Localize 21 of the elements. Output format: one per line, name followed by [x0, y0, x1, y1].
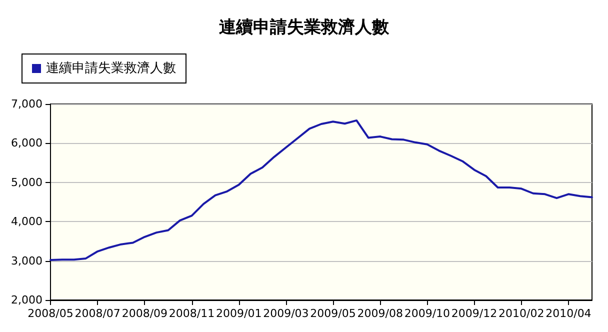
x-tick-label: 2009/01: [216, 307, 262, 320]
y-tick-label: 5,000: [10, 176, 42, 189]
x-tick-label: 2008/11: [168, 307, 215, 320]
x-tick-label: 2009/12: [451, 307, 498, 320]
x-tick-label: 2009/05: [310, 307, 356, 320]
x-tick-label: 2009/08: [357, 307, 403, 320]
y-tick-label: 7,000: [10, 98, 42, 110]
y-tick-label: 3,000: [10, 254, 42, 268]
x-tick-label: 2009/03: [263, 307, 309, 320]
chart-title: 連續申請失業救濟人數: [219, 18, 390, 38]
x-tick-label: 2008/09: [122, 307, 168, 320]
y-tick-label: 2,000: [10, 294, 42, 306]
x-tick-label: 2008/05: [28, 307, 74, 320]
legend-label: 連續申請失業救濟人數: [46, 61, 176, 76]
x-tick-label: 2010/04: [546, 307, 592, 320]
line-series: [49, 119, 593, 262]
x-tick-label: 2008/07: [74, 307, 120, 320]
x-tick-label: 2009/10: [404, 307, 450, 320]
y-tick-label: 6,000: [10, 136, 42, 150]
y-tick-label: 4,000: [10, 215, 42, 228]
x-tick-label: 2010/02: [498, 307, 544, 320]
